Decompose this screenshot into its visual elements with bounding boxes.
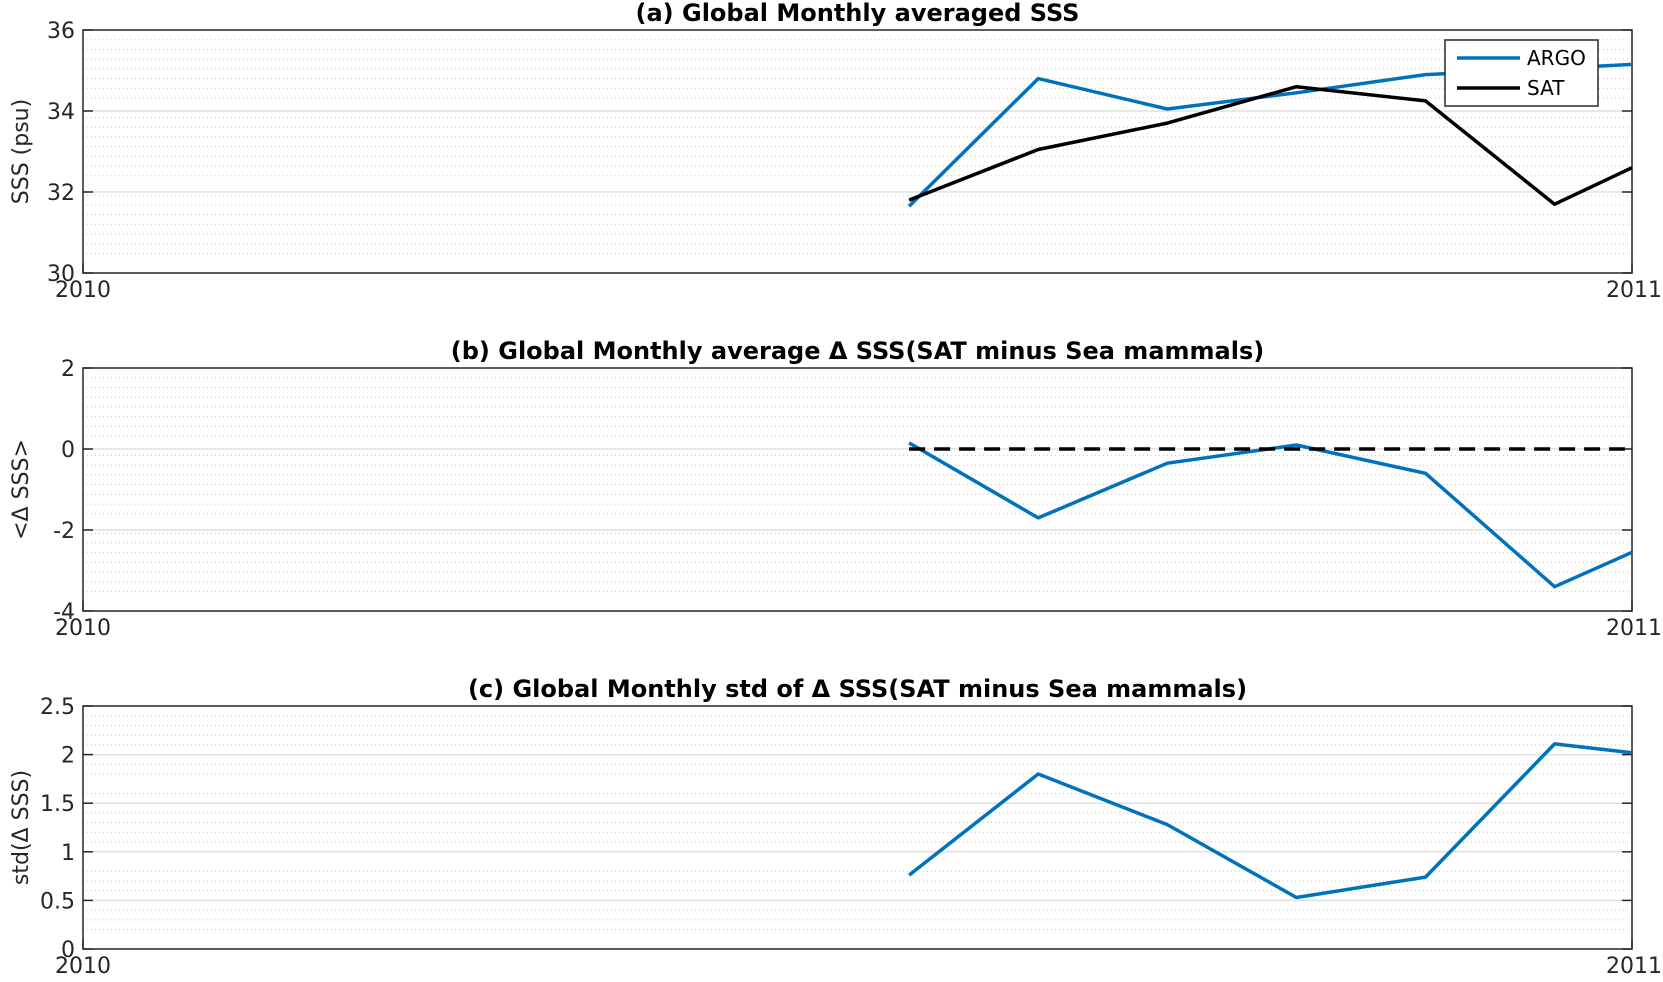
panel-b-xtick-label: 2010 — [55, 616, 111, 641]
panel-c-series-0-line — [908, 742, 1633, 900]
panel-c-ytick-label: 2.5 — [40, 695, 75, 720]
panel-c-ytick-label: 1 — [61, 841, 75, 866]
panel-a-title: (a) Global Monthly averaged SSS — [636, 0, 1080, 27]
panel-b-ytick-label: 2 — [61, 357, 75, 382]
panel-a-axes-box — [82, 29, 1633, 274]
panel-c-ylabel: std(Δ SSS) — [9, 770, 34, 885]
panel-a-xtick-label: 2010 — [55, 278, 111, 303]
panel-a-ylabel: SSS (psu) — [9, 99, 34, 204]
panel-b-ytick-label: -4 — [53, 600, 75, 625]
panel-b-ytick-label: 0 — [61, 438, 75, 463]
panel-b-xtick-label: 2011 — [1606, 616, 1662, 641]
panel-c-ytick-label: 2 — [61, 744, 75, 769]
panel-b-ylabel: <Δ SSS> — [9, 439, 34, 540]
panel-b-axes-box — [82, 367, 1633, 612]
panel-a-legend-label-argo: ARGO — [1527, 46, 1586, 70]
panel-b: (b) Global Monthly average Δ SSS(SAT min… — [9, 337, 1662, 641]
panel-c: (c) Global Monthly std of Δ SSS(SAT minu… — [9, 675, 1662, 979]
panel-c-title: (c) Global Monthly std of Δ SSS(SAT minu… — [468, 675, 1247, 703]
panel-c-xtick-label: 2010 — [55, 954, 111, 979]
panel-b-title: (b) Global Monthly average Δ SSS(SAT min… — [451, 337, 1264, 365]
panel-a-ytick-label: 30 — [47, 262, 75, 287]
panel-c-ytick-label: 1.5 — [40, 792, 75, 817]
panel-a-legend-label-sat: SAT — [1527, 76, 1565, 100]
panel-c-xtick-label: 2011 — [1606, 954, 1662, 979]
panel-a-legend-box — [1444, 39, 1599, 107]
panel-a-ytick-label: 34 — [47, 100, 75, 125]
panel-b-ytick-label: -2 — [53, 519, 75, 544]
panel-a: (a) Global Monthly averaged SSS SSS (psu… — [9, 0, 1662, 303]
panel-a-xtick-label: 2011 — [1606, 278, 1662, 303]
panel-c-ytick-label: 0 — [61, 938, 75, 963]
panel-a-ytick-label: 32 — [47, 181, 75, 206]
panel-a-sat-line — [908, 84, 1633, 206]
panel-c-ytick-label: 0.5 — [40, 889, 75, 914]
panel-a-ytick-label: 36 — [47, 19, 75, 44]
panel-b-series-0-line — [908, 441, 1633, 589]
panel-c-axes-box — [82, 705, 1633, 950]
